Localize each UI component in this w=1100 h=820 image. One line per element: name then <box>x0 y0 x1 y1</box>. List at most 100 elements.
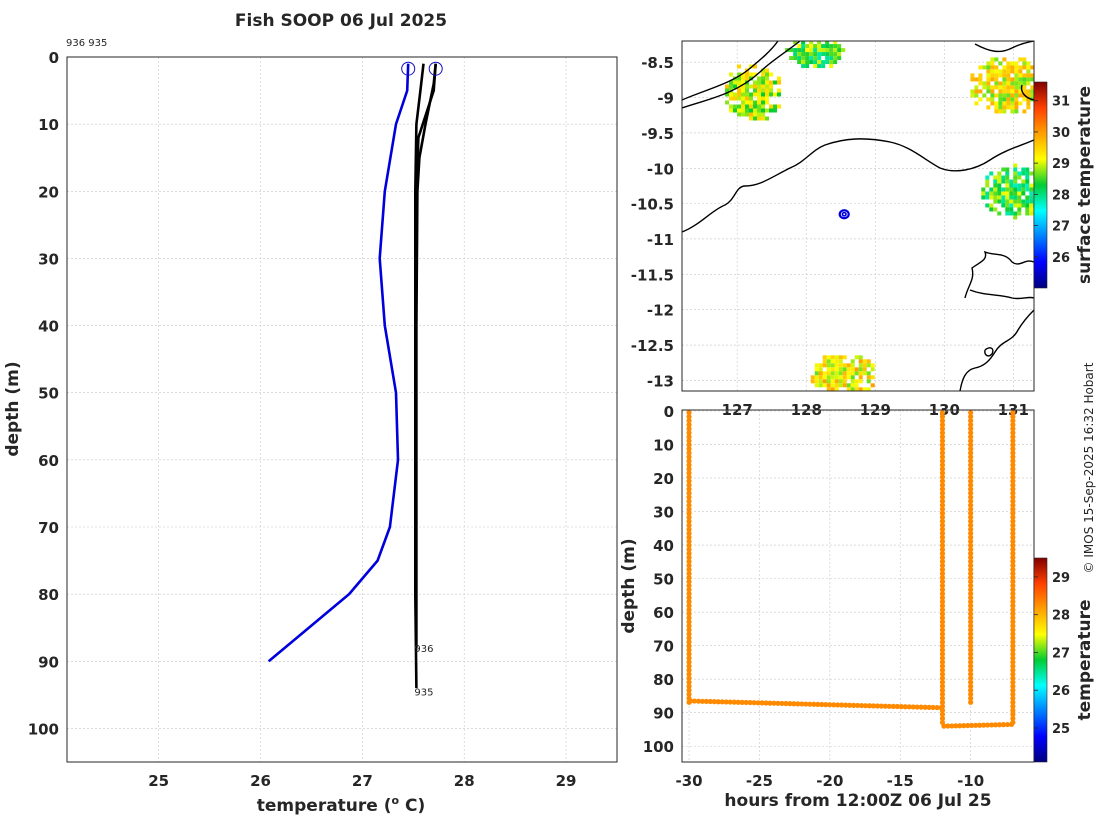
sst-pixel <box>994 85 999 90</box>
sst-pixel <box>997 183 1002 188</box>
map-y-tick-label: -9.5 <box>641 125 674 143</box>
section-data-point <box>686 683 692 689</box>
sst-pixel <box>1002 65 1007 70</box>
profile-ticks: 25 26 27 28 29 0 10 20 30 40 50 60 70 80 90 100 <box>28 49 577 790</box>
sst-pixel <box>1018 81 1023 86</box>
sst-pixel <box>1029 203 1034 208</box>
section-data-point <box>686 675 692 681</box>
section-data-point <box>968 627 974 633</box>
sst-pixel <box>870 367 875 372</box>
section-data-point <box>890 703 896 710</box>
sst-pixel <box>1005 187 1010 192</box>
sst-pixel <box>990 89 995 94</box>
map-y-tick-label: -12.5 <box>631 337 674 355</box>
sst-pixel <box>833 48 838 53</box>
sst-pixel <box>797 48 802 53</box>
sst-pixel <box>978 89 983 94</box>
sst-pixel <box>994 93 999 98</box>
section-data-point <box>939 554 946 561</box>
sst-pixel <box>821 36 825 40</box>
section-data-point <box>1010 522 1016 528</box>
sst-pixel <box>985 203 990 208</box>
section-data-point <box>939 699 946 705</box>
section-data-point <box>934 704 940 711</box>
sst-pixel <box>858 355 863 360</box>
sst-pixel <box>793 48 798 53</box>
sst-pixel <box>1026 97 1031 102</box>
section-data-point <box>862 703 869 709</box>
map-y-tick-label: -11 <box>647 231 674 249</box>
profile-y-tick-label: 20 <box>38 183 59 201</box>
section-data-point <box>968 639 974 645</box>
section-data-point <box>803 701 809 707</box>
sst-pixel <box>761 96 766 101</box>
sst-pixel <box>986 61 991 66</box>
section-data-point <box>1010 631 1016 637</box>
sst-pixel <box>1013 191 1018 196</box>
sst-pixel <box>821 64 826 69</box>
section-data-point <box>939 675 946 681</box>
section-data-point <box>1010 554 1016 561</box>
sst-pixel <box>833 56 838 61</box>
section-data-point <box>988 722 995 728</box>
section-data-point <box>968 591 974 597</box>
sst-pixel <box>1002 81 1007 86</box>
sst-pixel <box>825 56 830 61</box>
sst-pixel <box>866 359 871 364</box>
sst-pixel <box>1018 77 1023 82</box>
sst-pixel <box>753 112 758 117</box>
section-ticks: -30 -25 -20 -15 -10 0 10 20 30 40 50 60 70 80 90 100 <box>643 403 985 790</box>
sst-pixel <box>854 355 859 360</box>
sst-pixel <box>1005 199 1010 204</box>
credit-label: © IMOS 15-Sep-2025 16:32 Hobart <box>1082 362 1096 573</box>
section-x-axis-label: hours from 12:00Z 06 Jul 25 <box>724 791 991 811</box>
section-data-point <box>1010 579 1016 585</box>
section-data-point <box>723 699 729 705</box>
section-data-point <box>686 494 692 500</box>
sst-pixel <box>1021 171 1026 176</box>
sst-pixel <box>769 80 774 85</box>
profile-y-tick-label: 0 <box>49 49 59 67</box>
sst-pixel <box>998 105 1003 110</box>
section-data-point <box>1010 643 1016 649</box>
sst-pixel <box>1005 195 1010 200</box>
section-data-point <box>968 514 974 520</box>
sst-pixel <box>970 93 975 98</box>
section-data-point <box>747 699 753 706</box>
sst-pixel <box>1002 97 1007 102</box>
sst-pixel <box>773 80 778 85</box>
sst-pixel <box>1002 57 1007 62</box>
section-data-point <box>939 418 946 424</box>
section-data-point <box>686 671 692 677</box>
sst-pixel <box>1009 191 1014 196</box>
sst-pixel <box>1009 179 1014 184</box>
section-data-point <box>1010 542 1016 549</box>
sst-pixel <box>745 104 750 109</box>
sst-pixel <box>1029 191 1034 196</box>
sst-pixel <box>1014 73 1019 78</box>
sst-pixel <box>821 60 826 65</box>
section-data-point <box>968 482 974 488</box>
section-data-point <box>968 418 974 424</box>
section-data-point <box>968 679 974 685</box>
section-data-point <box>939 486 946 492</box>
sst-pixel <box>970 89 975 94</box>
section-data-point <box>945 723 951 729</box>
map-y-tick-label: -10 <box>647 160 674 178</box>
sst-pixel <box>830 387 835 391</box>
sst-pixel <box>870 363 875 368</box>
section-data-point <box>1010 679 1016 685</box>
sst-pixel <box>1030 77 1034 82</box>
sst-pixel <box>1025 203 1030 208</box>
section-data-point <box>968 695 974 701</box>
profile-start-marker <box>401 61 416 76</box>
sst-pixel <box>978 81 983 86</box>
section-data-point <box>965 722 971 729</box>
sst-pixel <box>1026 81 1031 86</box>
sst-pixel <box>1005 207 1010 212</box>
sst-pixel <box>830 383 835 388</box>
section-data-point <box>686 422 692 428</box>
section-data-point <box>968 450 974 456</box>
sst-pixel <box>1029 171 1034 176</box>
sst-pixel <box>777 76 782 81</box>
